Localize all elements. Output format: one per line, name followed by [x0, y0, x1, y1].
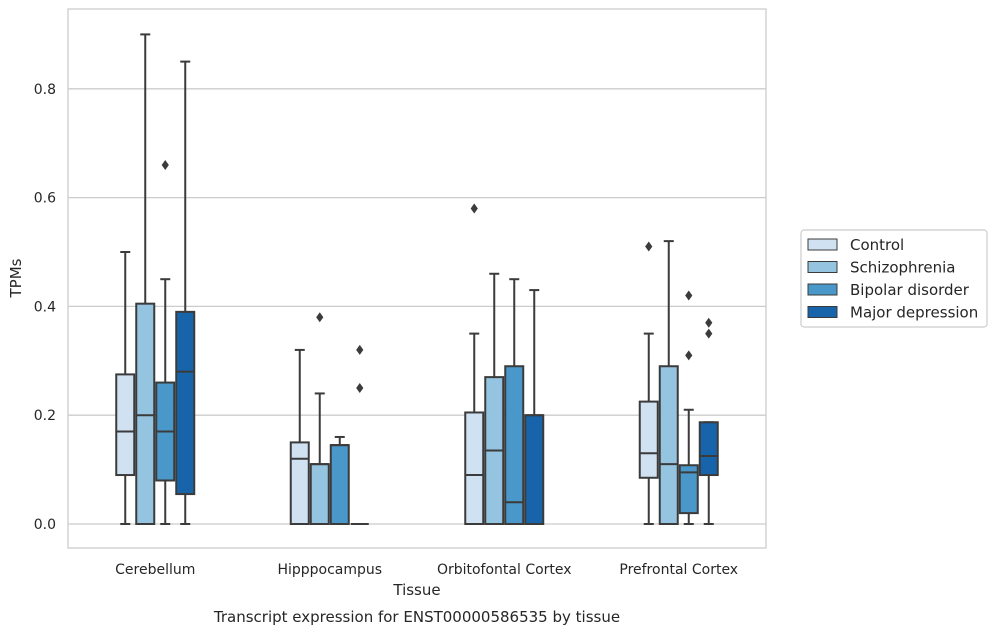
- outlier-point-1: [685, 290, 693, 301]
- y-tick-labels: 0.0 0.2 0.4 0.6 0.8: [34, 82, 56, 533]
- y-axis-title: TPMs: [7, 258, 25, 298]
- box-groups: [115, 33, 719, 526]
- box-1-2: [329, 435, 350, 525]
- legend-item-3: Major depression: [807, 304, 978, 322]
- legend-item-2: Bipolar disorder: [807, 281, 970, 299]
- outlier-point-1: [705, 317, 713, 328]
- box-1-3: [350, 344, 369, 525]
- box-0-1: [135, 33, 156, 525]
- x-tick-label-2: Orbitofontal Cortex: [437, 562, 572, 578]
- box-0-2: [155, 159, 176, 525]
- x-axis-title: Tissue: [392, 581, 440, 599]
- box-body: [504, 365, 525, 525]
- box-3-2: [678, 290, 699, 525]
- box-3-1: [658, 240, 679, 525]
- x-tick-label-3: Prefrontal Cortex: [619, 562, 738, 578]
- box-body: [464, 411, 485, 526]
- y-tick-label-1: 0.2: [34, 408, 56, 424]
- box-group-3: [638, 240, 719, 525]
- box-body: [135, 302, 156, 525]
- legend-swatch: [807, 261, 838, 273]
- box-body: [329, 444, 350, 525]
- box-2-0: [464, 203, 485, 526]
- box-2-3: [524, 289, 545, 526]
- y-tick-label-0: 0.0: [34, 517, 56, 533]
- outlier-point-0: [316, 312, 324, 323]
- outlier-point-1: [356, 344, 364, 355]
- box-group-1: [289, 312, 369, 526]
- outlier-point-0: [645, 241, 653, 252]
- outlier-point-0: [161, 159, 169, 170]
- box-1-1: [309, 312, 330, 526]
- y-tick-label-4: 0.8: [34, 82, 56, 98]
- box-0-3: [175, 60, 196, 525]
- y-tick-label-3: 0.6: [34, 191, 56, 207]
- box-body: [309, 463, 330, 526]
- outlier-point-0: [356, 383, 364, 393]
- legend-label: Schizophrenia: [850, 259, 955, 277]
- box-1-0: [289, 348, 310, 525]
- box-group-2: [464, 203, 545, 526]
- legend-item-0: Control: [807, 236, 904, 254]
- outlier-point-0: [470, 203, 478, 214]
- legend-frame: [800, 229, 988, 328]
- plot-frame: [67, 8, 767, 549]
- x-tick-label-0: Cerebellum: [115, 562, 195, 578]
- box-body: [524, 414, 545, 526]
- legend: Control Schizophrenia Bipolar disorder Majo…: [800, 229, 988, 328]
- x-tick-labels: Cerebellum Hipppocampus Orbitofontal Corte…: [115, 562, 738, 578]
- box-body: [658, 365, 679, 525]
- box-3-0: [638, 241, 659, 525]
- chart-caption: Transcript expression for ENST0000058653…: [213, 608, 620, 626]
- box-group-0: [115, 33, 196, 525]
- legend-item-1: Schizophrenia: [807, 259, 955, 277]
- box-body: [115, 373, 136, 477]
- box-2-2: [504, 278, 525, 525]
- box-0-0: [115, 251, 136, 525]
- legend-label: Bipolar disorder: [850, 281, 970, 299]
- x-tick-label-1: Hipppocampus: [277, 562, 382, 578]
- legend-swatch: [807, 306, 838, 318]
- legend-label: Major depression: [850, 304, 978, 322]
- outlier-point-0: [705, 328, 713, 339]
- legend-label: Control: [850, 236, 904, 254]
- legend-swatch: [807, 283, 838, 296]
- y-tick-label-2: 0.4: [34, 299, 56, 315]
- box-body: [289, 441, 310, 525]
- legend-swatch: [807, 238, 838, 251]
- box-body: [678, 464, 699, 515]
- box-body: [175, 310, 196, 496]
- box-3-3: [698, 317, 719, 525]
- box-body: [638, 400, 659, 479]
- outlier-point-0: [685, 350, 693, 361]
- box-body: [698, 421, 719, 477]
- box-2-1: [484, 272, 505, 525]
